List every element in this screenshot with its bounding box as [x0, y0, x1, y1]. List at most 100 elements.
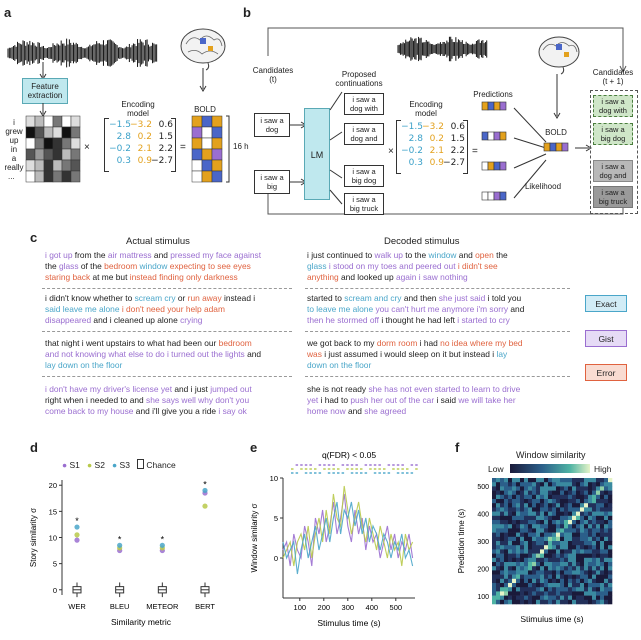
heatmap-cell — [544, 583, 549, 588]
heatmap-cell — [560, 532, 565, 538]
matrix-cell: 0.9 — [429, 158, 444, 168]
heatmap-cell — [540, 486, 545, 491]
heatmap-cell — [564, 482, 569, 487]
heatmap-cell — [604, 583, 609, 588]
heatmap-cell — [540, 587, 545, 592]
heatmap-cell — [604, 511, 609, 517]
heatmap-cell — [584, 524, 589, 529]
heatmap-cell — [548, 486, 553, 491]
heatmap-cell — [528, 520, 533, 525]
heatmap-cell — [548, 528, 553, 533]
heatmap-cell — [512, 507, 517, 512]
heatmap-cell — [500, 528, 505, 533]
heatmap-cell — [504, 578, 509, 584]
y-tick-label: 15 — [49, 507, 57, 516]
heatmap-cell — [524, 545, 529, 550]
heatmap-cell — [492, 566, 497, 571]
bold-cell — [191, 137, 203, 150]
heatmap-cell — [600, 520, 605, 525]
heatmap-cell — [512, 599, 517, 605]
heatmap-cell — [536, 507, 541, 512]
heatmap-cell — [568, 557, 573, 563]
heatmap-cell — [544, 566, 549, 571]
heatmap-cell — [596, 520, 601, 525]
decoded-stimulus-line: then he stormed off i thought he had lef… — [307, 315, 510, 326]
heatmap-cell — [508, 595, 513, 601]
heatmap-cell — [604, 570, 609, 575]
heatmap-cell — [556, 503, 561, 508]
heatmap-cell — [536, 574, 541, 580]
heatmap-cell — [524, 515, 529, 521]
heatmap-cell — [540, 524, 545, 529]
heatmap-cell — [568, 524, 573, 529]
heatmap-cell — [524, 587, 529, 592]
heatmap-cell — [544, 536, 549, 542]
heatmap-cell — [604, 545, 609, 550]
plain-phrase: she is not ready — [307, 384, 369, 394]
heatmap-cell — [536, 490, 541, 496]
heatmap-cell — [512, 478, 517, 483]
heatmap-cell — [548, 587, 553, 592]
heatmap-cell — [532, 532, 537, 538]
heatmap-cell — [528, 536, 533, 542]
heatmap-cell — [512, 482, 517, 487]
heatmap-cell — [496, 524, 501, 529]
panel-label-a: a — [4, 5, 12, 20]
heatmap-cell — [524, 490, 529, 496]
heatmap-cell — [568, 595, 573, 601]
heatmap-cell — [584, 503, 589, 508]
heatmap-cell — [504, 557, 509, 563]
heatmap-cell — [552, 528, 557, 533]
heatmap: 500 400 300 200 100 Prediction time (s) Stimul… — [457, 478, 613, 624]
heatmap-cell — [532, 587, 537, 592]
heatmap-cell — [512, 574, 517, 580]
actual-stimulus-line: lay down on the floor — [45, 360, 122, 371]
heatmap-cell — [532, 524, 537, 529]
heatmap-cell — [504, 486, 509, 491]
heatmap-cell — [492, 574, 497, 580]
heatmap-cell — [520, 583, 525, 588]
heatmap-cell — [576, 566, 581, 571]
bold-cell — [201, 126, 213, 139]
heatmap-cell — [556, 553, 561, 559]
heatmap-cell — [528, 595, 533, 601]
bold-cell — [201, 148, 213, 161]
heatmap-cell — [524, 566, 529, 571]
heatmap-cell — [500, 570, 505, 575]
heatmap-cell — [532, 545, 537, 550]
heatmap-cell — [560, 541, 565, 546]
heatmap-cell — [540, 503, 545, 508]
heatmap-cell — [524, 511, 529, 517]
heatmap-cell — [500, 595, 505, 601]
heatmap-cell — [596, 541, 601, 546]
heatmap-cell — [504, 562, 509, 567]
heatmap-cell — [504, 520, 509, 525]
heatmap-cell — [564, 541, 569, 546]
gist-phrase: i don't have my driver's license yet — [45, 384, 173, 394]
heatmap-cell — [588, 520, 593, 525]
x-axis-label: Stimulus time (s) — [317, 618, 380, 628]
heatmap-cell — [548, 545, 553, 550]
heatmap-cell — [544, 578, 549, 584]
heatmap-cell — [572, 578, 577, 584]
error-phrase: open — [475, 250, 494, 260]
heatmap-cell — [512, 591, 517, 596]
matrix-cell: 2.2 — [158, 144, 173, 154]
exact-phrase: lay down on the floor — [45, 360, 123, 371]
heatmap-cell — [556, 486, 561, 491]
heatmap-cell — [568, 482, 573, 487]
exact-phrase: to leave me alone — [307, 304, 374, 315]
heatmap-cell — [572, 591, 577, 596]
heatmap-cell — [544, 553, 549, 559]
heatmap-cell — [520, 515, 525, 521]
heatmap-cell — [512, 486, 517, 491]
heatmap-cell — [572, 599, 577, 605]
heatmap-cell — [536, 599, 541, 605]
heatmap-cell — [608, 511, 613, 517]
heatmap-cell — [584, 545, 589, 550]
exact-phrase: glass — [307, 261, 327, 272]
encoding-model-label-a: Encoding model — [121, 100, 155, 118]
heatmap-cell — [564, 515, 569, 521]
heatmap-cell — [536, 532, 541, 538]
heatmap-cell — [492, 557, 497, 563]
